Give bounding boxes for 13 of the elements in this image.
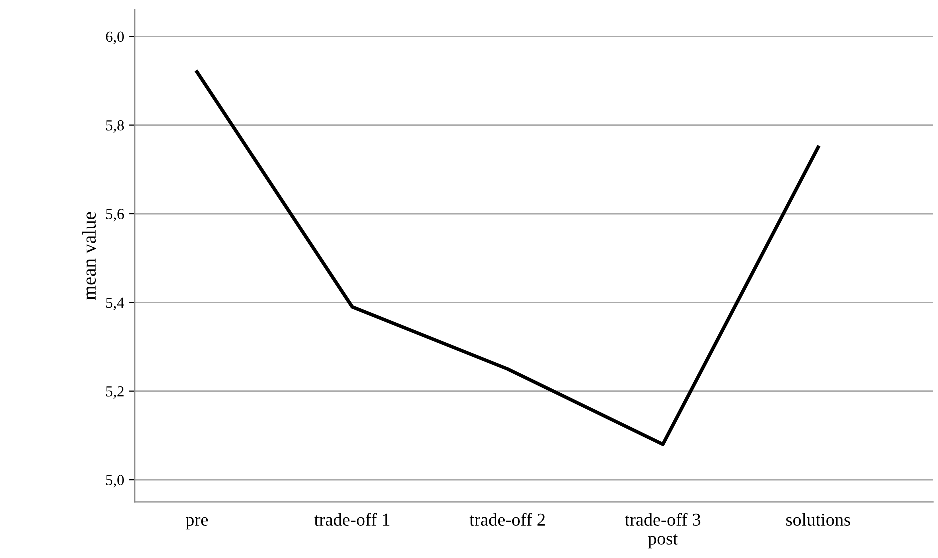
y-tick-label: 5,0 bbox=[106, 475, 124, 488]
y-tick-label: 5,6 bbox=[106, 209, 124, 222]
y-tick-label: 5,2 bbox=[106, 386, 124, 400]
x-tick-label: trade-off 1 bbox=[314, 513, 390, 526]
x-tick-label: trade-off 2 bbox=[470, 513, 545, 526]
y-tick-label: 6,0 bbox=[106, 32, 124, 44]
x-tick-label: solutions bbox=[786, 513, 850, 526]
x-tick-label: pre bbox=[186, 517, 208, 530]
y-axis-title: mean value bbox=[82, 212, 96, 300]
y-tick-label: 5,4 bbox=[106, 298, 124, 310]
y-tick-label: 5,8 bbox=[106, 120, 124, 133]
x-tick-label: trade-off 3 post bbox=[625, 513, 701, 549]
line-series bbox=[195, 70, 820, 446]
